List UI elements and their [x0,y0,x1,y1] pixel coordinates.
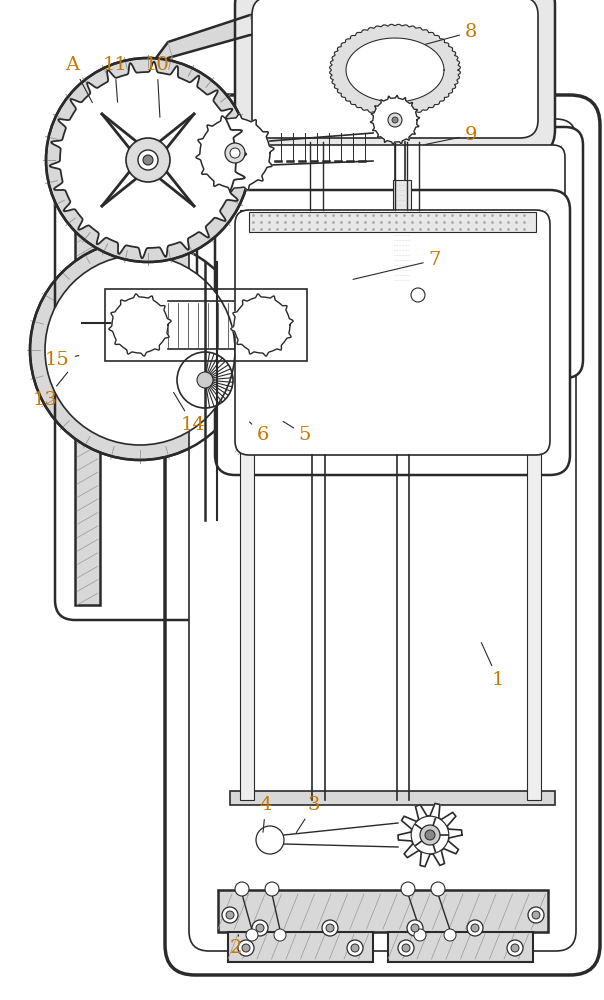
Circle shape [246,929,258,941]
Circle shape [322,920,338,936]
FancyBboxPatch shape [252,0,538,138]
Circle shape [46,58,250,262]
FancyBboxPatch shape [235,210,550,455]
Circle shape [226,911,234,919]
Polygon shape [109,294,171,356]
Circle shape [532,911,540,919]
Circle shape [398,940,414,956]
Text: 2: 2 [230,935,242,957]
Polygon shape [196,114,274,192]
Circle shape [30,240,250,460]
Circle shape [45,255,235,445]
Circle shape [467,920,483,936]
Text: 8: 8 [425,23,477,44]
FancyBboxPatch shape [215,190,570,475]
Circle shape [252,920,268,936]
Polygon shape [250,15,270,35]
Text: 1: 1 [481,643,504,689]
Circle shape [411,924,419,932]
Circle shape [235,882,249,896]
Text: A: A [65,56,92,103]
Circle shape [401,882,415,896]
Circle shape [392,117,398,123]
Circle shape [351,944,359,952]
FancyBboxPatch shape [165,95,600,975]
Circle shape [420,825,440,845]
Circle shape [411,288,425,302]
Circle shape [230,148,240,158]
Text: 4: 4 [260,796,272,832]
Text: 11: 11 [103,56,127,102]
Circle shape [444,929,456,941]
FancyBboxPatch shape [197,127,583,378]
Text: 10: 10 [145,56,169,117]
Circle shape [388,113,402,127]
Circle shape [347,940,363,956]
Text: 13: 13 [33,372,68,409]
Circle shape [507,940,523,956]
Text: 9: 9 [426,126,477,144]
Circle shape [138,150,158,170]
FancyBboxPatch shape [189,119,576,951]
Circle shape [511,944,519,952]
Circle shape [143,155,153,165]
Circle shape [222,907,238,923]
Circle shape [225,143,245,163]
Text: 3: 3 [296,796,320,833]
Circle shape [431,882,445,896]
Bar [388,932,533,962]
Bar [228,932,373,962]
Text: 15: 15 [45,351,79,369]
Polygon shape [346,38,444,102]
Bar [249,212,536,232]
Circle shape [242,944,250,952]
FancyBboxPatch shape [215,145,565,360]
Circle shape [256,924,264,932]
Bar [230,791,555,805]
FancyBboxPatch shape [235,0,555,155]
Bar [250,138,540,175]
Polygon shape [168,15,250,58]
Bar [355,286,425,304]
Circle shape [126,138,170,182]
Circle shape [414,929,426,941]
Bar [250,133,265,155]
Circle shape [256,826,284,854]
Text: 14: 14 [173,392,205,434]
Polygon shape [156,42,168,78]
Polygon shape [50,62,246,258]
Circle shape [326,924,334,932]
Circle shape [402,944,410,952]
Bar [105,289,307,361]
Polygon shape [370,95,420,145]
Circle shape [471,924,479,932]
Polygon shape [330,24,460,116]
Bar [75,135,100,605]
Circle shape [274,929,286,941]
Polygon shape [231,294,293,356]
Bar [240,210,254,800]
Text: 6: 6 [249,422,269,444]
Text: 5: 5 [283,421,311,444]
Circle shape [265,882,279,896]
Circle shape [528,907,544,923]
Bar [218,890,548,932]
Polygon shape [398,803,462,867]
Circle shape [407,920,423,936]
Text: 7: 7 [353,251,441,279]
Circle shape [411,816,449,854]
Circle shape [425,830,435,840]
Bar [393,180,411,280]
Bar [527,210,541,800]
Circle shape [238,940,254,956]
Circle shape [197,372,213,388]
